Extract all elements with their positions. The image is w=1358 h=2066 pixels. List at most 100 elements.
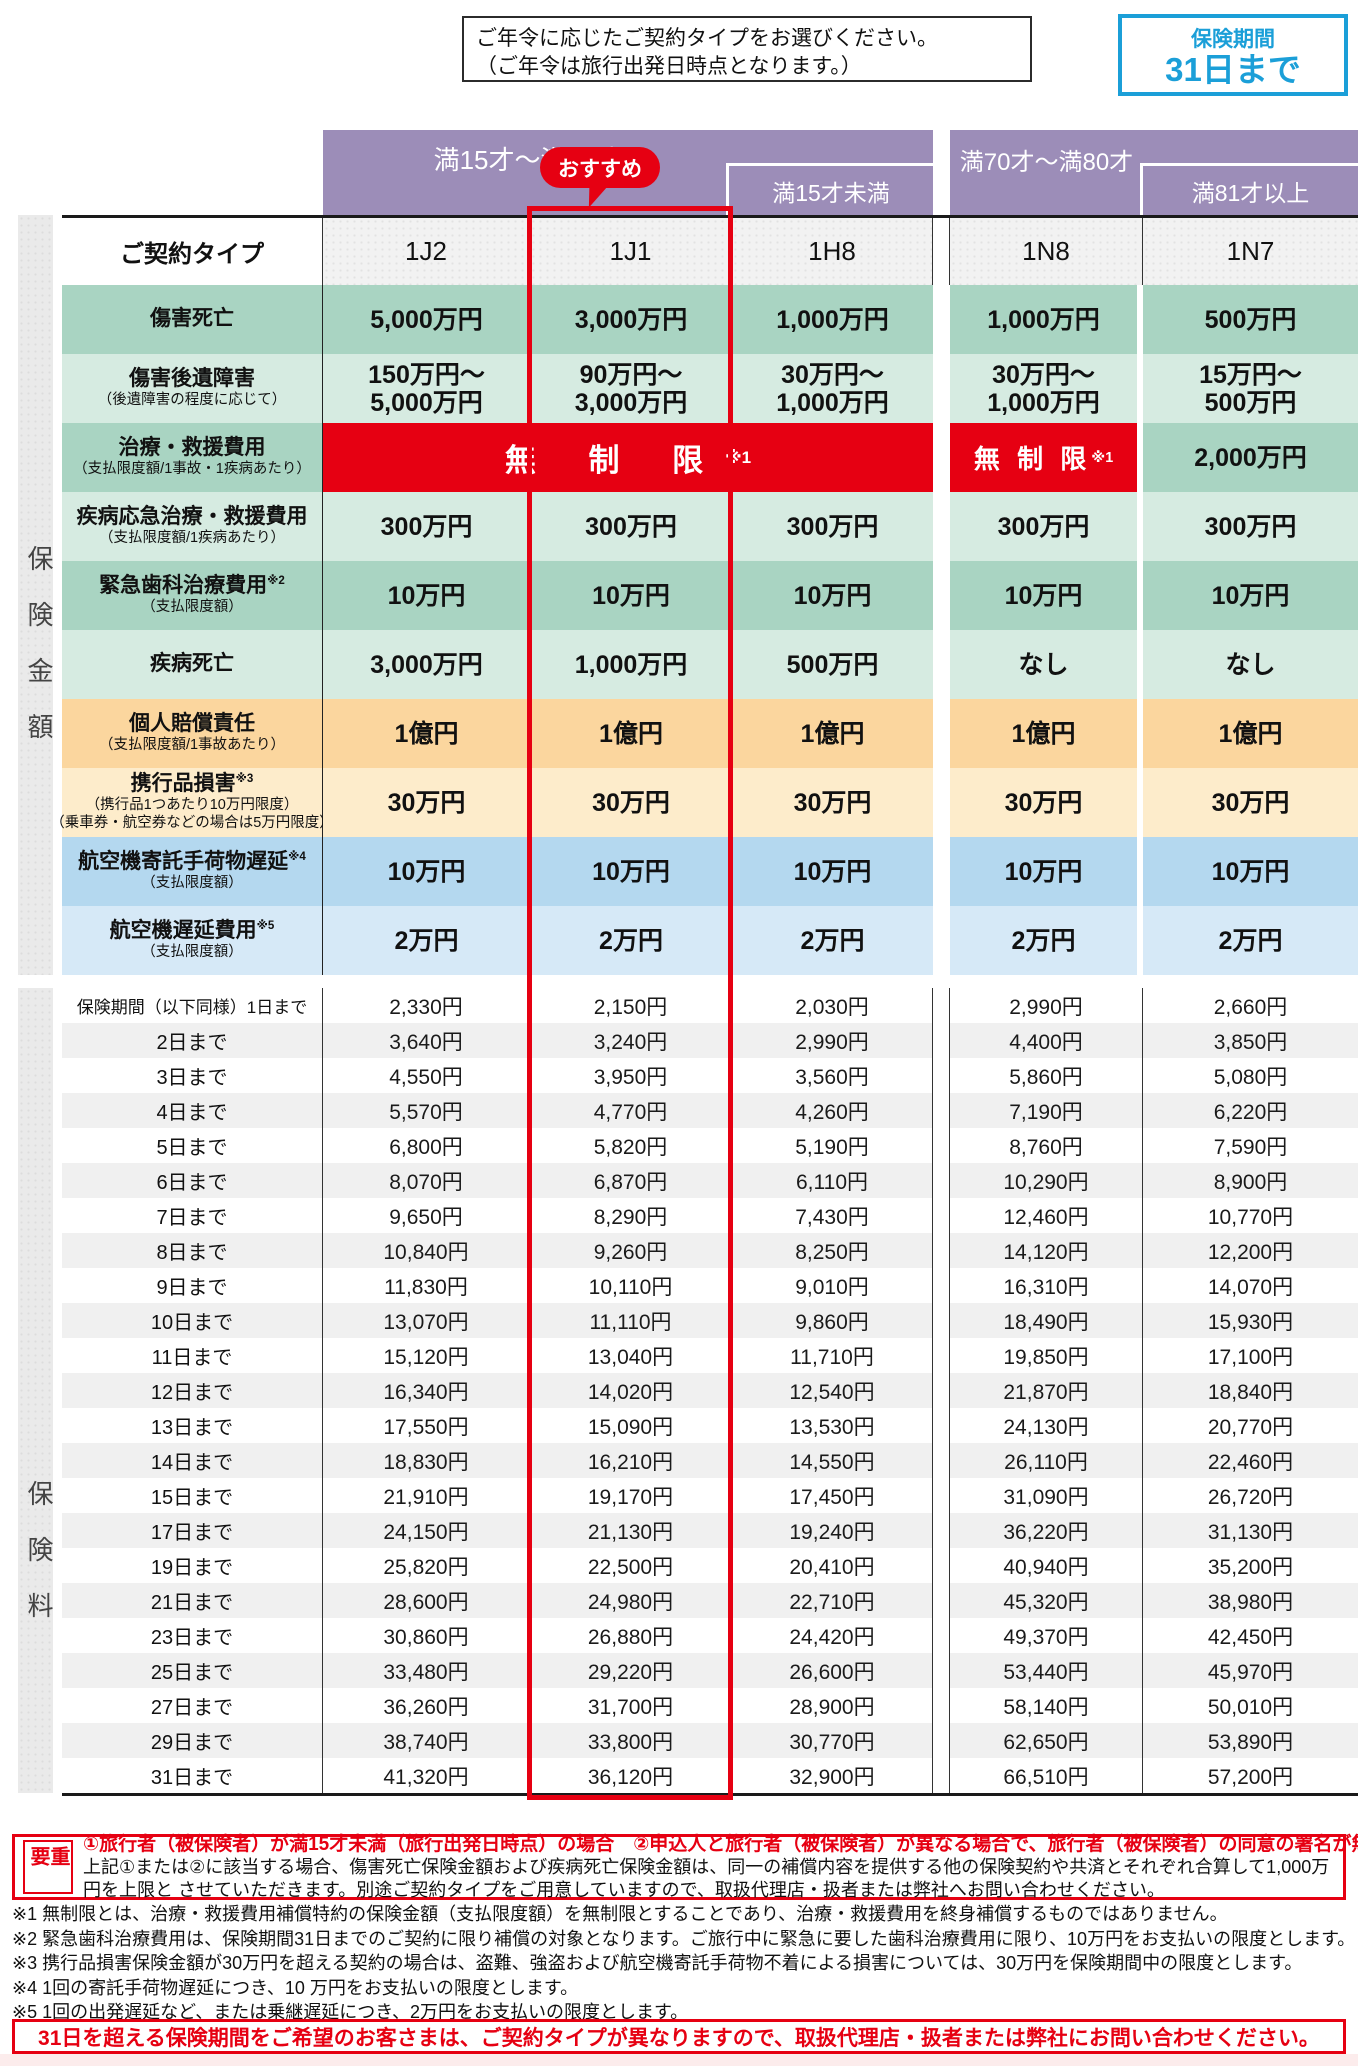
premium-value: 17,450円 bbox=[732, 1478, 933, 1513]
benefit-row: 航空機寄託手荷物遅延※4 （支払限度額） 10万円 10万円 10万円 10万円 10万円 bbox=[62, 837, 1358, 906]
important-line2: 上記①または②に該当する場合、傷害死亡保険金額および疾病死亡保険金額は、同一の補… bbox=[83, 1857, 1330, 1900]
benefit-value: 300万円 bbox=[732, 492, 933, 561]
premium-value: 10,840円 bbox=[323, 1233, 530, 1268]
benefit-value: 30万円～ 1,000万円 bbox=[950, 354, 1143, 423]
premium-value: 45,320円 bbox=[950, 1583, 1143, 1618]
benefit-row: 疾病死亡 3,000万円 1,000万円 500万円 なし なし bbox=[62, 630, 1358, 699]
premium-day-label: 27日まで bbox=[62, 1688, 323, 1723]
premium-value: 14,550円 bbox=[732, 1443, 933, 1478]
premium-row: 27日まで 36,260円 31,700円 28,900円 58,140円 50,010円 bbox=[62, 1688, 1358, 1723]
premium-value: 32,900円 bbox=[732, 1758, 933, 1793]
benefit-label: 疾病死亡 bbox=[62, 630, 323, 699]
page-bottom-strip bbox=[0, 2054, 1358, 2066]
premium-value: 20,770円 bbox=[1207, 1415, 1294, 1439]
benefit-value: 10万円 bbox=[950, 837, 1143, 906]
contract-type-1N8: 1N8 bbox=[950, 218, 1143, 285]
premium-value: 66,510円 bbox=[950, 1758, 1143, 1793]
age-sub-right-label: 満81才以上 bbox=[1140, 163, 1358, 215]
premium-value: 36,120円 bbox=[530, 1758, 732, 1793]
table-bottom-border bbox=[62, 1793, 1358, 1796]
premium-value: 11,110円 bbox=[530, 1303, 732, 1338]
benefit-label: 航空機寄託手荷物遅延※4 （支払限度額） bbox=[62, 837, 323, 906]
premiums-section-strip bbox=[18, 988, 53, 1793]
premium-value: 12,460円 bbox=[950, 1198, 1143, 1233]
section-gap bbox=[62, 975, 1358, 988]
premium-row: 29日まで 38,740円 33,800円 30,770円 62,650円 53,890円 bbox=[62, 1723, 1358, 1758]
premium-row: 13日まで 17,550円 15,090円 13,530円 24,130円 20,770円 bbox=[62, 1408, 1358, 1443]
premium-value: 3,950円 bbox=[530, 1058, 732, 1093]
column-group-gap bbox=[933, 1233, 950, 1268]
column-group-gap bbox=[933, 988, 950, 1023]
benefits-section-label: 保険金額 bbox=[24, 545, 54, 769]
benefit-value: 1億円 bbox=[1143, 699, 1358, 768]
premium-value: 50,010円 bbox=[1207, 1695, 1294, 1719]
premium-value: 14,070円 bbox=[1207, 1275, 1294, 1299]
column-group-gap bbox=[933, 1583, 950, 1618]
column-group-gap bbox=[933, 1688, 950, 1723]
benefit-name: 航空機遅延費用※5 bbox=[109, 919, 275, 943]
benefit-value: 30万円 bbox=[323, 768, 530, 837]
premium-value: 6,220円 bbox=[1213, 1100, 1288, 1124]
column-group-gap bbox=[933, 1023, 950, 1058]
benefit-row: 傷害死亡 5,000万円 3,000万円 1,000万円 1,000万円 500万円 bbox=[62, 285, 1358, 354]
premium-value: 10,110円 bbox=[530, 1268, 732, 1303]
benefit-value: 30万円 bbox=[530, 768, 732, 837]
premium-row: 11日まで 15,120円 13,040円 11,710円 19,850円 17,100円 bbox=[62, 1338, 1358, 1373]
premium-value: 58,140円 bbox=[950, 1688, 1143, 1723]
benefit-value: 2万円 bbox=[732, 906, 933, 975]
insurance-period-badge: 保険期間 31日まで bbox=[1118, 14, 1348, 96]
contract-type-label: ご契約タイプ bbox=[62, 218, 323, 285]
column-group-gap bbox=[933, 1653, 950, 1688]
premium-value: 9,860円 bbox=[732, 1303, 933, 1338]
premium-value: 30,770円 bbox=[732, 1723, 933, 1758]
premium-value: 2,030円 bbox=[732, 988, 933, 1023]
benefit-value: 300万円 bbox=[1143, 492, 1358, 561]
unlimited-band: 無 制 限 ※1 bbox=[323, 423, 933, 492]
benefit-value: 30万円 bbox=[732, 768, 933, 837]
premium-day-label: 4日まで bbox=[62, 1093, 323, 1128]
premium-value: 26,110円 bbox=[950, 1443, 1143, 1478]
benefit-name: 航空機寄託手荷物遅延※4 bbox=[78, 850, 306, 874]
benefit-value: 10万円 bbox=[950, 561, 1143, 630]
benefit-name: 疾病応急治療・救援費用 bbox=[76, 505, 308, 529]
premium-value: 18,490円 bbox=[950, 1303, 1143, 1338]
benefit-value: 5,000万円 bbox=[323, 285, 530, 354]
premium-value: 4,550円 bbox=[323, 1058, 530, 1093]
premium-value: 3,240円 bbox=[530, 1023, 732, 1058]
benefit-value: 2,000万円 bbox=[1143, 423, 1358, 492]
premium-value: 6,110円 bbox=[732, 1163, 933, 1198]
premium-value: 17,550円 bbox=[323, 1408, 530, 1443]
premium-value: 31,700円 bbox=[530, 1688, 732, 1723]
benefit-sublabel: （支払限度額/1事故あたり） bbox=[98, 737, 286, 754]
benefit-value: 2万円 bbox=[1143, 906, 1358, 975]
footnote-1: ※1 無制限とは、治療・救援費用補償特約の保険金額（支払限度額）を無制限とするこ… bbox=[12, 1904, 1228, 1924]
benefit-name: 携行品損害※3 bbox=[130, 772, 254, 796]
benefit-label: 緊急歯科治療費用※2 （支払限度額） bbox=[62, 561, 323, 630]
column-group-gap bbox=[933, 1618, 950, 1653]
contract-type-1N7: 1N7 bbox=[1143, 218, 1358, 285]
premium-value: 53,890円 bbox=[1207, 1730, 1294, 1754]
benefit-value: 150万円～ 5,000万円 bbox=[323, 354, 530, 423]
benefit-value: 300万円 bbox=[950, 492, 1143, 561]
premium-value: 21,870円 bbox=[950, 1373, 1143, 1408]
premium-value: 36,220円 bbox=[950, 1513, 1143, 1548]
benefit-value: 10万円 bbox=[732, 837, 933, 906]
column-group-gap bbox=[933, 354, 950, 423]
premium-value: 36,260円 bbox=[323, 1688, 530, 1723]
premium-value: 5,820円 bbox=[530, 1128, 732, 1163]
premium-day-label: 31日まで bbox=[62, 1758, 323, 1793]
premium-value: 5,080円 bbox=[1213, 1065, 1288, 1089]
column-group-gap bbox=[933, 1303, 950, 1338]
age-selection-note-line2: （ご年令は旅行出発日時点となります。） bbox=[476, 55, 862, 79]
benefit-label: 治療・救援費用 （支払限度額/1事故・1疾病あたり） bbox=[62, 423, 323, 492]
premium-row: 17日まで 24,150円 21,130円 19,240円 36,220円 31,130円 bbox=[62, 1513, 1358, 1548]
premium-value: 31,090円 bbox=[950, 1478, 1143, 1513]
benefit-value: 10万円 bbox=[1143, 561, 1358, 630]
premium-value: 3,560円 bbox=[732, 1058, 933, 1093]
premium-value: 13,070円 bbox=[323, 1303, 530, 1338]
premium-value: 17,100円 bbox=[1207, 1345, 1294, 1369]
benefit-value: 10万円 bbox=[1143, 837, 1358, 906]
premium-value: 11,710円 bbox=[732, 1338, 933, 1373]
contract-type-row: ご契約タイプ 1J2 1J1 1H8 1N8 1N7 bbox=[62, 215, 1358, 285]
